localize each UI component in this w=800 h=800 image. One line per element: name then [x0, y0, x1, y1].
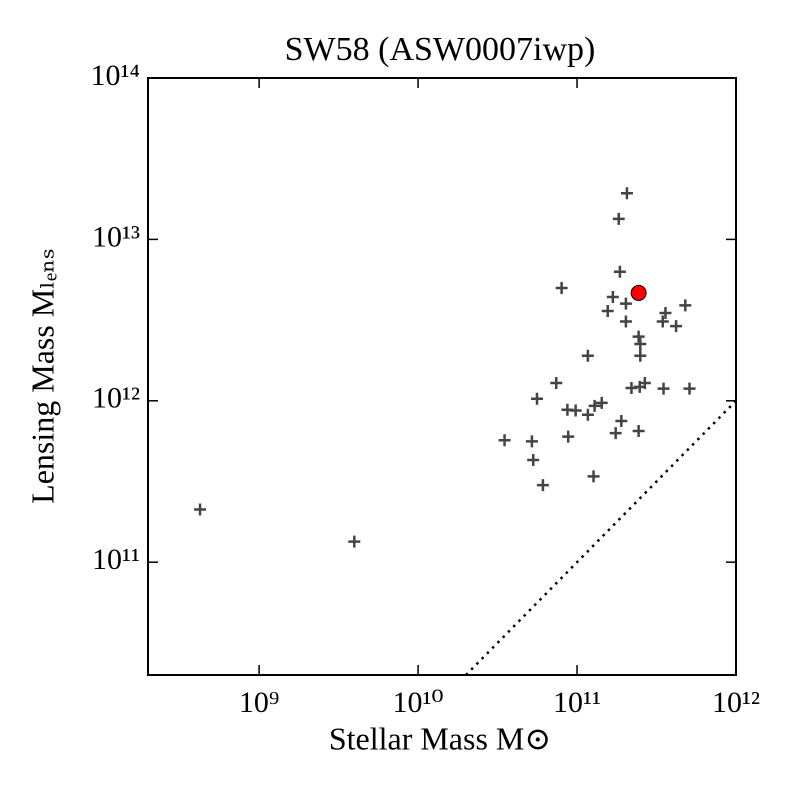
- cross-marker: [348, 535, 361, 548]
- x-axis-label: Stellar Mass M⊙: [329, 720, 551, 756]
- cross-marker: [612, 212, 625, 225]
- cross-marker: [555, 281, 568, 294]
- cross-marker: [683, 382, 696, 395]
- cross-marker: [587, 470, 600, 483]
- x-tick-label: 10¹²: [712, 686, 760, 719]
- cross-marker: [498, 434, 511, 447]
- cross-marker: [527, 453, 540, 466]
- cross-marker: [634, 349, 647, 362]
- cross-marker: [569, 404, 582, 417]
- cross-marker: [615, 414, 628, 427]
- cross-marker: [525, 435, 538, 448]
- cross-marker: [634, 337, 647, 350]
- plot-frame: [147, 77, 737, 676]
- y-tick-label: 10¹³: [92, 220, 140, 253]
- cross-marker: [562, 430, 575, 443]
- x-tick-label: 10¹¹: [553, 686, 601, 719]
- cross-marker: [632, 424, 645, 437]
- cross-marker: [656, 315, 669, 328]
- cross-marker: [595, 396, 608, 409]
- cross-marker: [619, 297, 632, 310]
- x-tick-label: 10¹⁰: [393, 686, 444, 719]
- cross-marker: [657, 382, 670, 395]
- cross-marker: [619, 315, 632, 328]
- cross-marker: [536, 479, 549, 492]
- cross-marker: [632, 330, 645, 343]
- cross-marker: [581, 408, 594, 421]
- cross-marker: [638, 376, 651, 389]
- cross-marker: [620, 187, 633, 200]
- cross-marker: [601, 305, 614, 318]
- cross-marker: [581, 349, 594, 362]
- cross-marker: [609, 427, 622, 440]
- cross-marker: [679, 299, 692, 312]
- y-axis-label: Lensing Mass Mₗₑₙₛ: [24, 248, 60, 504]
- highlight-point: [630, 284, 647, 301]
- y-tick-label: 10¹⁴: [91, 59, 140, 92]
- cross-marker: [194, 503, 207, 516]
- x-tick-label: 10⁹: [239, 686, 279, 719]
- cross-marker: [531, 392, 544, 405]
- chart-title: SW58 (ASW0007iwp): [285, 31, 596, 68]
- y-tick-label: 10¹²: [92, 382, 140, 415]
- reference-line: [465, 399, 737, 676]
- cross-marker: [550, 376, 563, 389]
- y-tick-label: 10¹¹: [92, 543, 140, 576]
- cross-marker: [588, 399, 601, 412]
- cross-marker: [670, 320, 683, 333]
- cross-marker: [659, 306, 672, 319]
- cross-marker: [613, 265, 626, 278]
- cross-marker: [606, 290, 619, 303]
